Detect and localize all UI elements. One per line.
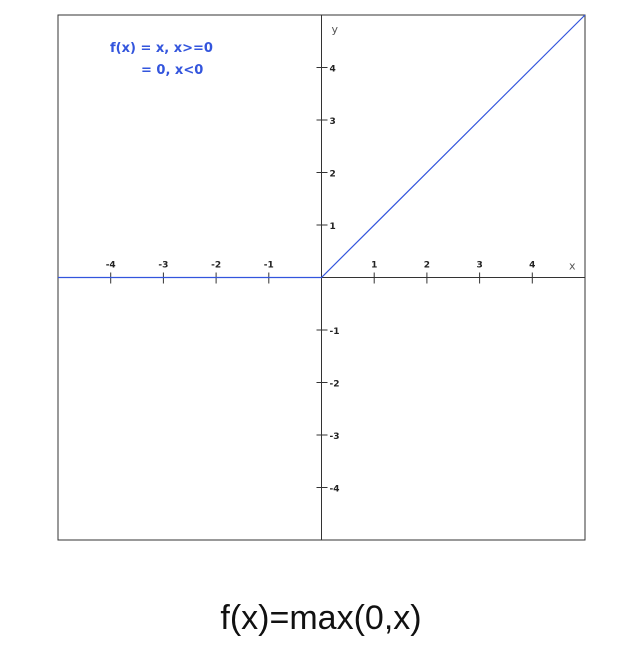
y-axis-name: y [332,23,339,36]
x-tick-label: 2 [424,261,430,271]
y-tick-label: -4 [330,485,340,495]
relu-chart: -4 -3 -2 -1 1 2 3 4 4 3 2 1 -1 -2 -3 -4 x y f(x) = x, x… [57,14,586,541]
legend-line-2: = 0, x<0 [141,63,203,78]
x-tick-label: 3 [476,261,482,271]
x-tick-label: 4 [529,261,535,271]
y-tick-label: 4 [330,65,336,75]
x-tick-label: -1 [264,261,274,271]
x-axis-name: x [569,260,576,273]
y-tick-label: 3 [330,117,336,127]
caption-formula: f(x)=max(0,x) [220,599,422,637]
x-tick-label: -2 [211,261,221,271]
x-tick-label: -3 [158,261,168,271]
x-tick-label: 1 [371,261,377,271]
legend-line-1: f(x) = x, x>=0 [110,41,213,56]
y-tick-label: 2 [330,170,336,180]
y-tick-label: 1 [330,222,336,232]
y-tick-label: -1 [330,327,340,337]
y-tick-label: -3 [330,432,340,442]
x-tick-label: -4 [106,261,116,271]
series-line [58,14,586,279]
y-tick-label: -2 [330,380,340,390]
